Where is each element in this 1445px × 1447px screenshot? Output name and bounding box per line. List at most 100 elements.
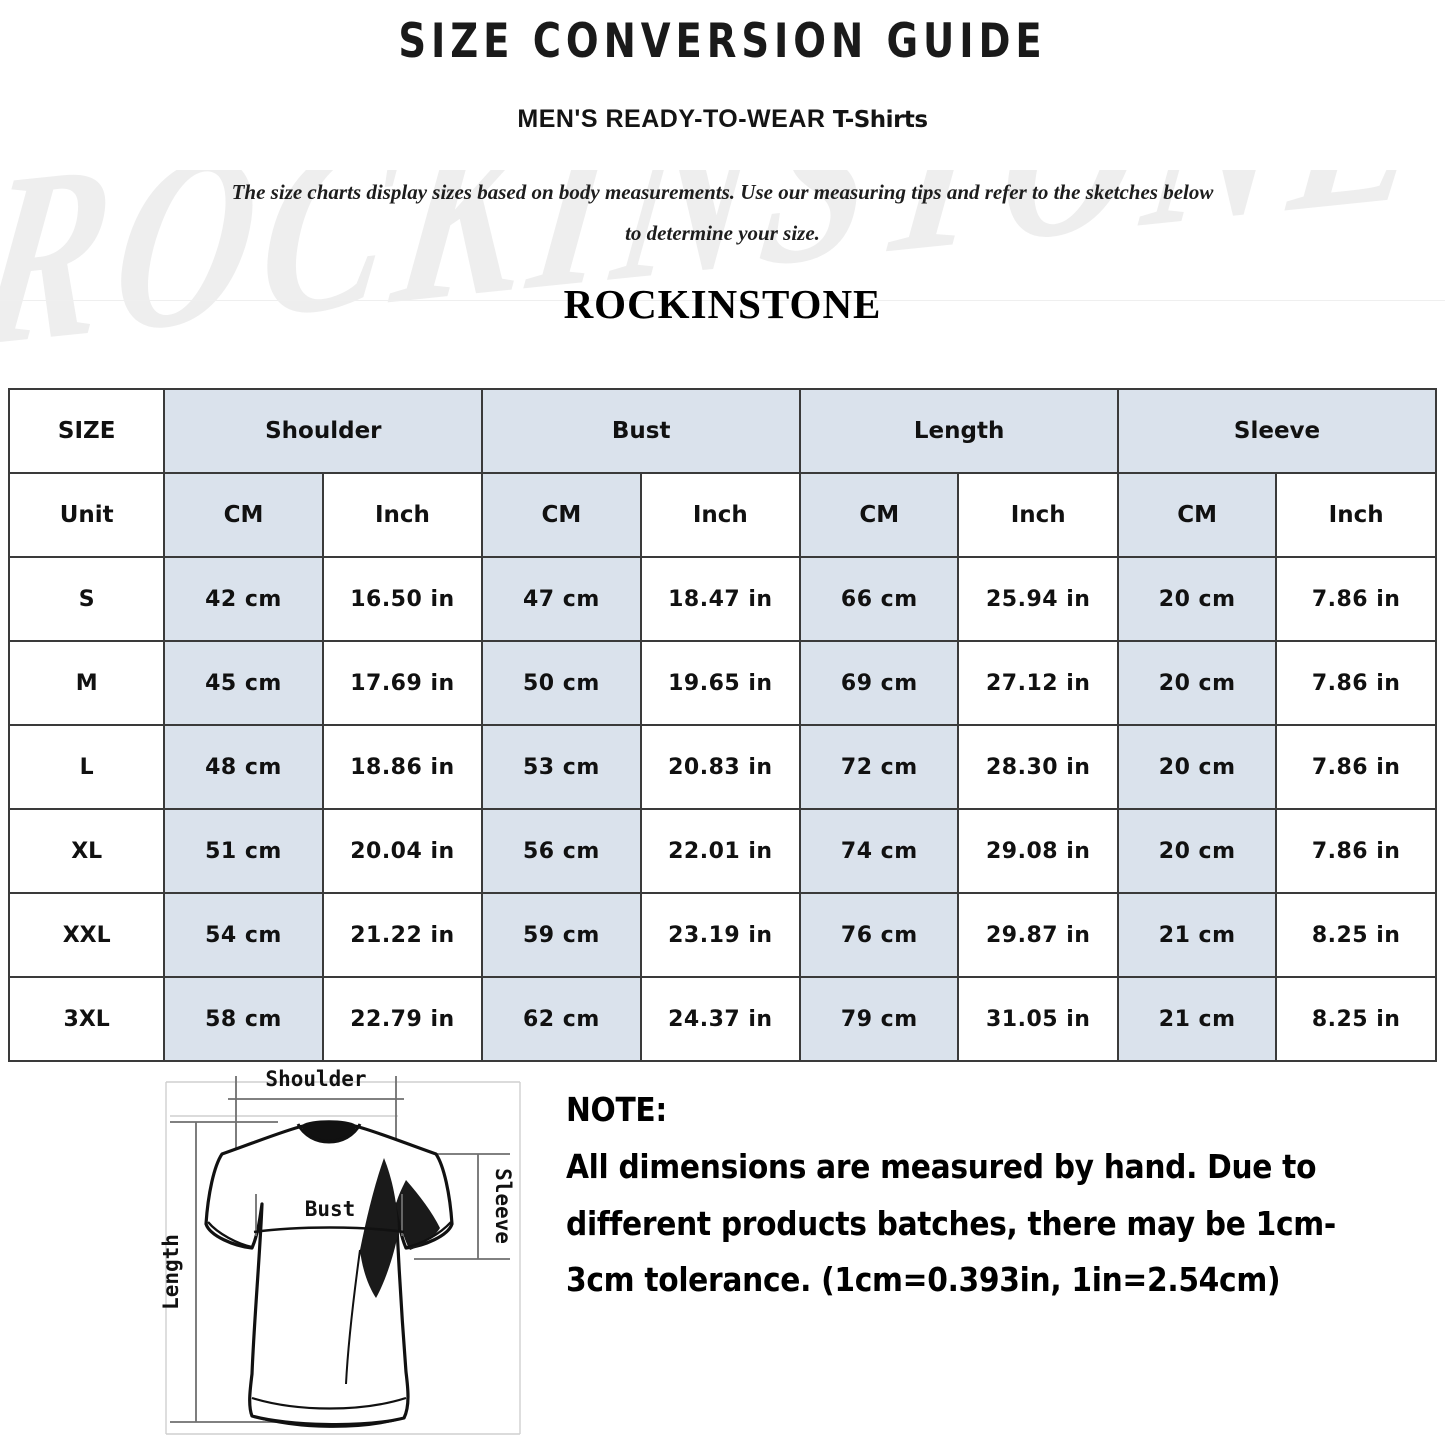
cell-size: 3XL [7, 976, 166, 1062]
cell-shoulder-cm: 48 cm [163, 724, 324, 810]
cell-sleeve-inch: 8.25 in [1275, 892, 1437, 978]
cell-shoulder-inch: 21.22 in [321, 892, 484, 978]
cell-length-cm: 74 cm [799, 808, 960, 894]
shoulder-label: Shoulder [265, 1067, 366, 1091]
size-table-container: SIZE Shoulder Bust Length Sleeve Unit CM… [7, 388, 1437, 1062]
bottom-section: Shoulder Length Sleeve [0, 1046, 1445, 1445]
tshirt-diagram-svg: Shoulder Length Sleeve [159, 1067, 521, 1435]
cell-shoulder-inch: 20.04 in [321, 808, 484, 894]
note-block: NOTE: All dimensions are measured by han… [566, 1082, 1396, 1309]
cell-sleeve-inch: 7.86 in [1275, 556, 1437, 642]
header-unit: Unit [7, 472, 166, 558]
note-body: All dimensions are measured by hand. Due… [566, 1146, 1336, 1300]
cell-length-inch: 27.12 in [957, 640, 1120, 726]
cell-sleeve-inch: 7.86 in [1275, 640, 1437, 726]
header-sleeve-cm: CM [1117, 472, 1278, 558]
cell-length-inch: 28.30 in [957, 724, 1120, 810]
table-row: XL 51 cm 20.04 in 56 cm 22.01 in 74 cm 2… [7, 808, 1437, 894]
cell-size: XL [7, 808, 166, 894]
cell-sleeve-inch: 7.86 in [1275, 808, 1437, 894]
bust-dimension-line [255, 1194, 403, 1236]
cell-sleeve-cm: 20 cm [1117, 640, 1278, 726]
cell-sleeve-cm: 20 cm [1117, 808, 1278, 894]
cell-bust-inch: 19.65 in [639, 640, 802, 726]
header-group-bust: Bust [481, 388, 802, 474]
cell-sleeve-cm: 20 cm [1117, 556, 1278, 642]
cell-shoulder-cm: 51 cm [163, 808, 324, 894]
subtitle-product: T-Shirts [832, 107, 928, 133]
header-size: SIZE [7, 388, 166, 474]
page-header: SIZE CONVERSION GUIDE MEN'S READY-TO-WEA… [0, 0, 1445, 328]
note-heading: NOTE: [566, 1090, 667, 1129]
length-dimension-line [170, 1121, 278, 1423]
cell-length-inch: 29.08 in [957, 808, 1120, 894]
cell-shoulder-inch: 18.86 in [321, 724, 484, 810]
cell-shoulder-cm: 42 cm [163, 556, 324, 642]
page-subtitle: MEN'S READY-TO-WEAR T-Shirts [0, 69, 1445, 134]
header-length-inch: Inch [957, 472, 1120, 558]
cell-sleeve-cm: 21 cm [1117, 976, 1278, 1062]
cell-bust-cm: 59 cm [481, 892, 642, 978]
header-bust-inch: Inch [639, 472, 802, 558]
tshirt-outline [204, 1120, 454, 1428]
header-bust-cm: CM [481, 472, 642, 558]
cell-shoulder-cm: 45 cm [163, 640, 324, 726]
cell-length-cm: 76 cm [799, 892, 960, 978]
cell-bust-cm: 47 cm [481, 556, 642, 642]
tshirt-measurement-diagram: Shoulder Length Sleeve [148, 1054, 538, 1442]
cell-length-cm: 66 cm [799, 556, 960, 642]
cell-bust-inch: 18.47 in [639, 556, 802, 642]
cell-sleeve-inch: 8.25 in [1275, 976, 1437, 1062]
page-title: SIZE CONVERSION GUIDE [398, 14, 1047, 69]
cell-size: XXL [7, 892, 166, 978]
table-body: S 42 cm 16.50 in 47 cm 18.47 in 66 cm 25… [7, 556, 1437, 1062]
cell-bust-inch: 22.01 in [639, 808, 802, 894]
cell-shoulder-inch: 16.50 in [321, 556, 484, 642]
table-head: SIZE Shoulder Bust Length Sleeve Unit CM… [7, 388, 1437, 558]
table-row: 3XL 58 cm 22.79 in 62 cm 24.37 in 79 cm … [7, 976, 1437, 1062]
header-group-shoulder: Shoulder [163, 388, 484, 474]
header-length-cm: CM [799, 472, 960, 558]
cell-bust-cm: 50 cm [481, 640, 642, 726]
subtitle-category: MEN'S READY-TO-WEAR [517, 105, 826, 133]
cell-length-inch: 31.05 in [957, 976, 1120, 1062]
cell-bust-inch: 20.83 in [639, 724, 802, 810]
cell-length-inch: 29.87 in [957, 892, 1120, 978]
table-row: XXL 54 cm 21.22 in 59 cm 23.19 in 76 cm … [7, 892, 1437, 978]
table-unit-header-row: Unit CM Inch CM Inch CM Inch CM Inch [7, 472, 1437, 558]
cell-length-cm: 69 cm [799, 640, 960, 726]
table-row: S 42 cm 16.50 in 47 cm 18.47 in 66 cm 25… [7, 556, 1437, 642]
header-group-length: Length [799, 388, 1120, 474]
cell-length-cm: 72 cm [799, 724, 960, 810]
cell-sleeve-inch: 7.86 in [1275, 724, 1437, 810]
cell-bust-inch: 24.37 in [639, 976, 802, 1062]
length-label: Length [159, 1234, 183, 1310]
table-row: M 45 cm 17.69 in 50 cm 19.65 in 69 cm 27… [7, 640, 1437, 726]
watermark-divider-line [0, 300, 1445, 301]
header-shoulder-cm: CM [163, 472, 324, 558]
brand-name: ROCKINSTONE [563, 280, 882, 327]
header-shoulder-inch: Inch [321, 472, 484, 558]
cell-size: S [7, 556, 166, 642]
cell-shoulder-inch: 17.69 in [321, 640, 484, 726]
header-sleeve-inch: Inch [1275, 472, 1437, 558]
cell-bust-cm: 53 cm [481, 724, 642, 810]
cell-sleeve-cm: 21 cm [1117, 892, 1278, 978]
cell-shoulder-cm: 54 cm [163, 892, 324, 978]
cell-size: M [7, 640, 166, 726]
page-description: The size charts display sizes based on b… [231, 180, 1214, 245]
table-row: L 48 cm 18.86 in 53 cm 20.83 in 72 cm 28… [7, 724, 1437, 810]
cell-length-inch: 25.94 in [957, 556, 1120, 642]
cell-sleeve-cm: 20 cm [1117, 724, 1278, 810]
size-conversion-table: SIZE Shoulder Bust Length Sleeve Unit CM… [7, 388, 1437, 1062]
cell-size: L [7, 724, 166, 810]
cell-bust-inch: 23.19 in [639, 892, 802, 978]
cell-shoulder-cm: 58 cm [163, 976, 324, 1062]
cell-shoulder-inch: 22.79 in [321, 976, 484, 1062]
cell-bust-cm: 62 cm [481, 976, 642, 1062]
cell-bust-cm: 56 cm [481, 808, 642, 894]
header-group-sleeve: Sleeve [1117, 388, 1437, 474]
table-group-header-row: SIZE Shoulder Bust Length Sleeve [7, 388, 1437, 474]
cell-length-cm: 79 cm [799, 976, 960, 1062]
bust-label: Bust [305, 1197, 356, 1221]
